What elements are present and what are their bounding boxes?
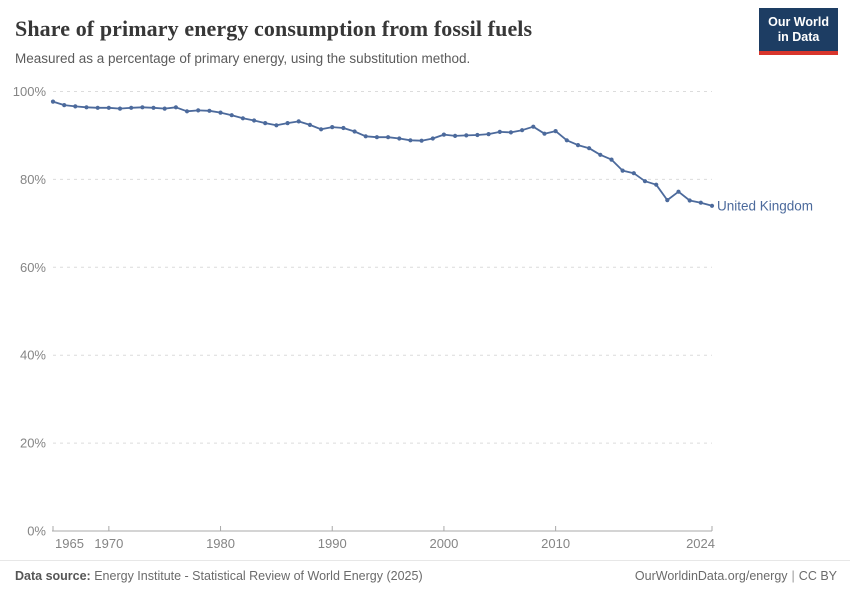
data-point[interactable] — [386, 135, 391, 140]
data-point[interactable] — [352, 129, 357, 134]
data-point[interactable] — [151, 105, 156, 110]
data-point[interactable] — [341, 125, 346, 131]
data-point[interactable] — [642, 179, 648, 184]
owid-logo-line1: Our World — [768, 15, 829, 29]
data-point[interactable] — [274, 123, 279, 128]
data-point[interactable] — [542, 131, 547, 136]
data-point[interactable] — [654, 182, 659, 187]
data-point[interactable] — [307, 122, 312, 127]
y-axis-tick-label: 0% — [27, 524, 46, 539]
data-source-label: Data source: — [15, 569, 91, 583]
data-point[interactable] — [408, 138, 413, 143]
data-point[interactable] — [609, 157, 614, 162]
data-point[interactable] — [441, 132, 446, 137]
x-axis-tick-label: 1965 — [55, 536, 84, 551]
owid-logo[interactable]: Our World in Data — [759, 8, 838, 55]
data-point[interactable] — [453, 133, 458, 138]
y-axis-tick-label: 20% — [20, 436, 46, 451]
data-point[interactable] — [709, 203, 715, 208]
data-point[interactable] — [129, 105, 134, 110]
data-point[interactable] — [330, 125, 335, 130]
chart-line[interactable] — [52, 100, 713, 207]
data-point[interactable] — [464, 133, 469, 138]
data-point[interactable] — [508, 130, 513, 135]
data-point[interactable] — [173, 105, 178, 110]
data-point[interactable] — [285, 121, 290, 126]
y-axis-tick-label: 40% — [20, 348, 46, 363]
data-point[interactable] — [486, 132, 491, 137]
data-point[interactable] — [363, 134, 368, 139]
data-point[interactable] — [95, 105, 100, 110]
data-point[interactable] — [397, 136, 402, 141]
owid-logo-line2: in Data — [777, 30, 820, 44]
data-point[interactable] — [296, 119, 301, 124]
data-point[interactable] — [106, 105, 111, 110]
x-axis-tick-label: 1980 — [206, 536, 235, 551]
data-point[interactable] — [140, 105, 145, 110]
data-point[interactable] — [665, 198, 670, 203]
chart-subtitle: Measured as a percentage of primary ener… — [15, 51, 471, 66]
data-point[interactable] — [229, 113, 234, 118]
data-point[interactable] — [564, 138, 569, 143]
footer-divider — [0, 560, 850, 561]
data-point[interactable] — [117, 106, 123, 111]
data-point[interactable] — [620, 168, 625, 173]
data-point[interactable] — [687, 198, 692, 203]
x-axis-tick-label: 2010 — [541, 536, 570, 551]
data-source-note: Data source: Energy Institute - Statisti… — [15, 569, 423, 583]
data-point[interactable] — [50, 99, 56, 104]
data-point[interactable] — [575, 143, 581, 148]
y-axis-tick-label: 60% — [20, 260, 46, 275]
data-point[interactable] — [520, 128, 525, 133]
data-point[interactable] — [319, 127, 324, 132]
data-point[interactable] — [252, 118, 257, 123]
data-point[interactable] — [531, 124, 536, 129]
entity-label[interactable]: United Kingdom — [717, 198, 813, 213]
data-point[interactable] — [84, 105, 89, 110]
y-axis-tick-label: 80% — [20, 172, 46, 187]
data-point[interactable] — [587, 146, 592, 151]
data-point[interactable] — [207, 108, 212, 113]
x-axis-tick-label: 1970 — [94, 536, 123, 551]
data-point[interactable] — [162, 106, 167, 111]
x-axis-tick-label: 1990 — [318, 536, 347, 551]
data-point[interactable] — [598, 152, 603, 157]
data-point[interactable] — [184, 109, 190, 114]
x-axis-tick-label: 2024 — [686, 536, 715, 551]
data-point[interactable] — [631, 171, 636, 176]
data-point[interactable] — [430, 136, 435, 141]
data-point[interactable] — [73, 104, 78, 109]
data-point[interactable] — [497, 129, 502, 134]
data-point[interactable] — [263, 121, 268, 126]
data-point[interactable] — [553, 129, 558, 134]
data-point[interactable] — [218, 110, 223, 115]
data-point[interactable] — [240, 116, 245, 121]
data-point[interactable] — [475, 132, 480, 138]
x-axis-tick-label: 2000 — [429, 536, 458, 551]
page-title: Share of primary energy consumption from… — [15, 16, 533, 41]
data-point[interactable] — [676, 189, 681, 194]
license-separator: | — [791, 569, 795, 583]
data-point[interactable] — [62, 103, 67, 108]
site-url: OurWorldinData.org/energy — [634, 569, 788, 583]
data-point[interactable] — [698, 200, 703, 205]
data-point[interactable] — [419, 138, 424, 143]
data-point[interactable] — [374, 135, 379, 140]
license-label: CC BY — [798, 569, 837, 583]
data-source-text: Energy Institute - Statistical Review of… — [94, 569, 423, 583]
license-note: OurWorldinData.org/energy | CC BY — [635, 569, 837, 583]
y-axis-tick-label: 100% — [13, 84, 47, 99]
data-point[interactable] — [196, 108, 201, 113]
